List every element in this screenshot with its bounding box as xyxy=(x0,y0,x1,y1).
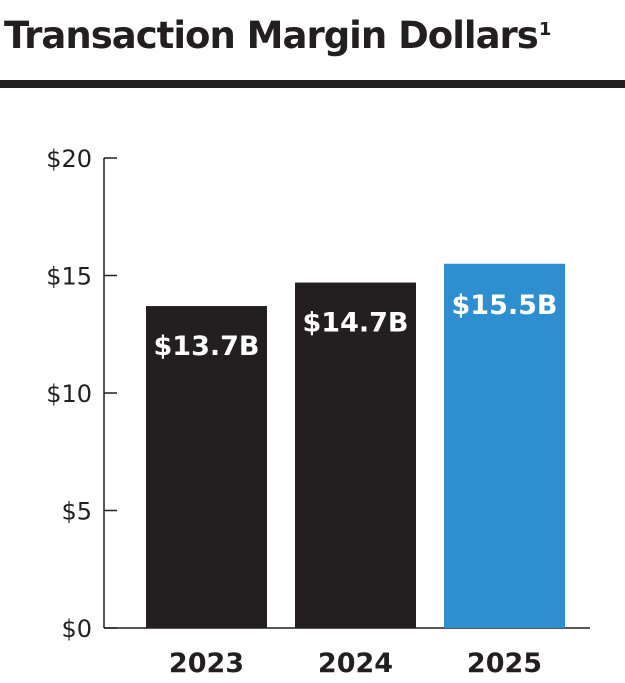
x-tick-label: 2024 xyxy=(318,648,393,679)
chart-title-text: Transaction Margin Dollars xyxy=(4,14,539,57)
y-tick-label: $15 xyxy=(46,263,92,291)
bar-2025 xyxy=(444,263,565,628)
title-footnote-marker: 1 xyxy=(538,18,551,40)
y-tick-label: $20 xyxy=(46,145,92,173)
y-tick-label: $5 xyxy=(61,498,92,526)
y-tick-label: $10 xyxy=(46,380,92,408)
bar-value-label: $15.5B xyxy=(452,290,558,321)
x-tick-label: 2025 xyxy=(467,648,542,679)
x-tick-label: 2023 xyxy=(169,648,244,679)
bar-2023 xyxy=(146,306,267,628)
bar-value-label: $13.7B xyxy=(154,331,260,362)
bar-value-label: $14.7B xyxy=(303,308,409,339)
bar-2024 xyxy=(295,282,416,628)
title-rule xyxy=(0,80,625,88)
chart-title: Transaction Margin Dollars1 xyxy=(4,14,551,57)
y-tick-label: $0 xyxy=(61,615,92,643)
